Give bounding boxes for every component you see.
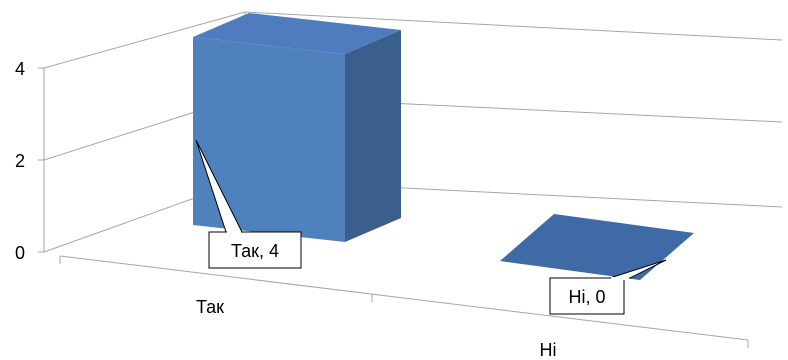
y-tick-label-0: 0: [15, 243, 25, 263]
floor-front-edge: [59, 255, 749, 341]
grid-line-4: [43, 11, 246, 69]
category-label-tak: Так: [196, 297, 224, 317]
bar-tak: [193, 13, 401, 242]
callout-ni-text: Ні, 0: [568, 287, 605, 307]
y-tick-label-2: 2: [15, 151, 25, 171]
callout-tak-box: [208, 231, 302, 269]
bar-tak-top: [193, 13, 401, 54]
bar-tak-side: [345, 30, 401, 242]
bar-ni: [500, 214, 694, 280]
data-label-tak: Так, 4: [195, 139, 302, 269]
grid-line-4-back: [244, 11, 783, 41]
y-tick-label-4: 4: [15, 59, 25, 79]
category-label-ni: Ні: [540, 340, 557, 360]
callout-ni-mask: [611, 277, 629, 280]
x-ticks: [59, 256, 749, 348]
bar-tak-front: [193, 37, 345, 242]
callout-tak-text: Так, 4: [231, 241, 279, 261]
y-ticks: [38, 67, 44, 253]
bar-ni-top: [500, 214, 694, 280]
callout-ni-box: [549, 277, 625, 315]
data-label-ni: Ні, 0: [549, 259, 667, 315]
chart-frame: [43, 11, 783, 341]
callout-tak-mask: [227, 231, 241, 234]
